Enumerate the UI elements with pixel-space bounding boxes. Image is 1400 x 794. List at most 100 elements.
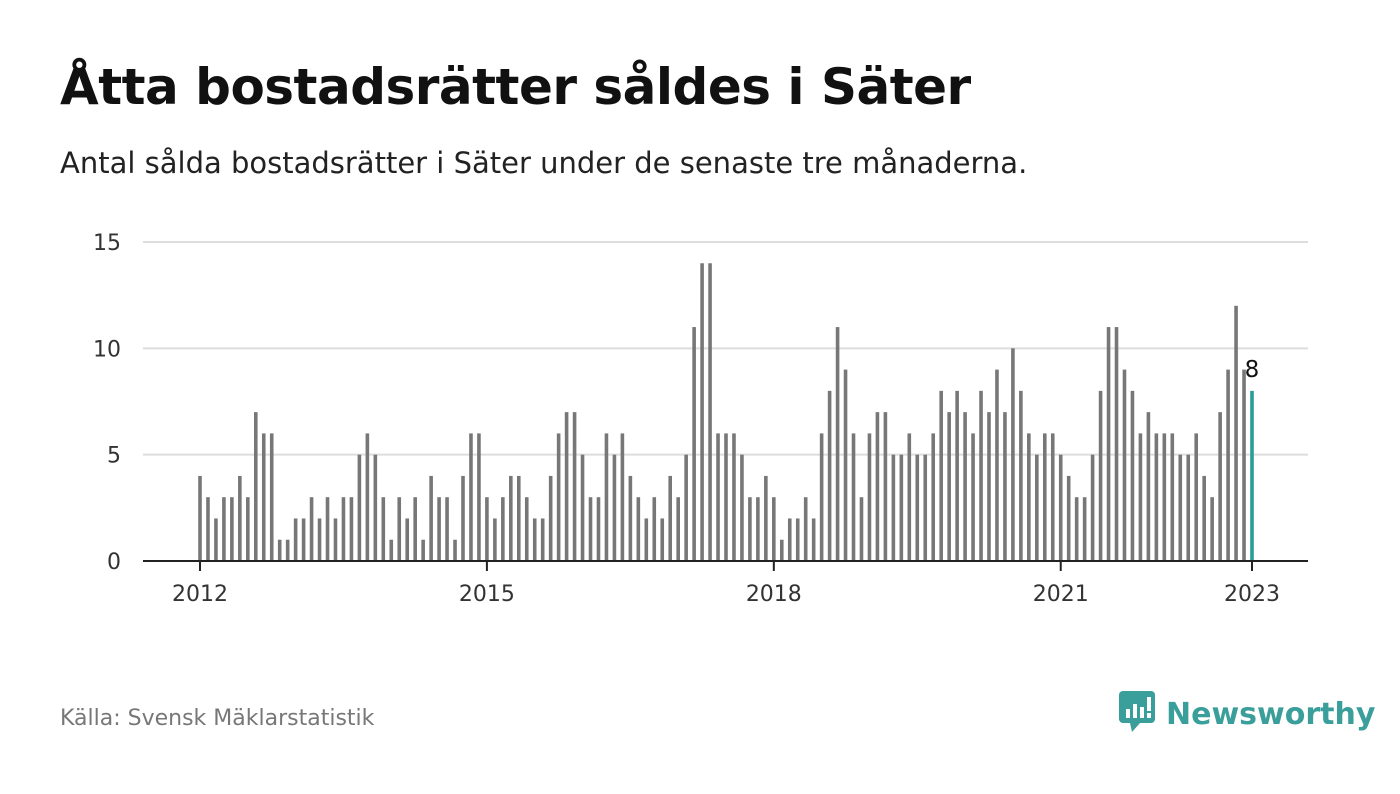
bar (1162, 433, 1167, 561)
bar (198, 475, 202, 561)
bar (843, 369, 848, 561)
bar (1074, 497, 1079, 561)
bar (1146, 412, 1151, 561)
page-subtitle: Antal sålda bostadsrätter i Säter under … (60, 146, 1028, 180)
bar (827, 390, 832, 561)
bar (1186, 454, 1191, 561)
bar (477, 433, 481, 561)
bar (684, 454, 688, 561)
bar (987, 412, 991, 561)
bar (277, 539, 282, 561)
bar (532, 518, 537, 561)
bar (1242, 369, 1246, 561)
x-axis: 2012 2015 2018 2021 2023 (143, 560, 1308, 607)
bar (333, 518, 338, 561)
bar (206, 497, 210, 561)
bar (652, 497, 657, 561)
y-tick-label: 15 (93, 231, 121, 256)
bar (1058, 454, 1063, 561)
bar (230, 497, 234, 561)
bar (540, 518, 545, 561)
bar (564, 412, 569, 561)
bar (1170, 433, 1175, 561)
x-tick-label: 2018 (746, 582, 802, 607)
bar (1178, 454, 1183, 561)
bar (740, 454, 744, 561)
bar (979, 390, 983, 561)
bar (1210, 497, 1214, 561)
bar (716, 433, 720, 561)
x-tick-label: 2023 (1224, 582, 1280, 607)
source-note: Källa: Svensk Mäklarstatistik (60, 706, 375, 731)
bar (851, 433, 856, 561)
bar (373, 454, 378, 561)
bar (1234, 305, 1238, 561)
bar (963, 412, 967, 561)
bar (461, 475, 465, 561)
bar (1066, 475, 1071, 561)
bar (1218, 412, 1222, 561)
bar (493, 518, 497, 561)
bar (955, 390, 959, 561)
bar (700, 263, 704, 561)
bar (756, 497, 760, 561)
x-tick-label: 2015 (459, 582, 515, 607)
bar (620, 433, 625, 561)
bar (214, 518, 218, 561)
bar (1114, 327, 1119, 561)
bar (899, 454, 904, 561)
bar (293, 518, 298, 561)
bar (859, 497, 864, 561)
bar (676, 497, 680, 561)
bar (309, 497, 314, 561)
bar (572, 412, 577, 561)
bar (811, 518, 816, 561)
bar (524, 497, 529, 561)
bar (285, 539, 290, 561)
bar (437, 497, 441, 561)
data-labels: 8 (1245, 357, 1260, 383)
bar (516, 475, 521, 561)
newsworthy-logo-icon (1118, 690, 1156, 738)
bar (1202, 475, 1206, 561)
bars (198, 263, 1254, 561)
bar (1003, 412, 1007, 561)
y-axis-ticks: 0 5 10 15 (93, 231, 121, 575)
bar (1011, 348, 1015, 561)
bar (1090, 454, 1095, 561)
y-tick-label: 5 (107, 444, 121, 469)
bar (580, 454, 585, 561)
bar (803, 497, 808, 561)
bar (835, 327, 840, 561)
bar (875, 412, 880, 561)
bar (779, 539, 784, 561)
bar (1106, 327, 1111, 561)
bar (907, 433, 912, 561)
bar (588, 497, 593, 561)
bar (1098, 390, 1103, 561)
bar (787, 518, 792, 561)
bar (485, 497, 489, 561)
bar (246, 497, 250, 561)
x-tick-label: 2012 (172, 582, 228, 607)
brand[interactable]: Newsworthy (1118, 690, 1375, 738)
bar (612, 454, 617, 561)
bar (556, 433, 561, 561)
bar (1019, 390, 1023, 561)
bar (453, 539, 457, 561)
bar (947, 412, 951, 561)
bar (1122, 369, 1127, 561)
bar (819, 433, 824, 561)
bar (772, 497, 776, 561)
bar (883, 412, 888, 561)
y-tick-label: 10 (93, 337, 121, 362)
data-label: 8 (1245, 357, 1260, 383)
bar (445, 497, 449, 561)
y-tick-label: 0 (107, 550, 121, 575)
bar-highlight (1250, 390, 1254, 561)
bar (349, 497, 354, 561)
bar (923, 454, 928, 561)
bar (317, 518, 322, 561)
bar (660, 518, 665, 561)
